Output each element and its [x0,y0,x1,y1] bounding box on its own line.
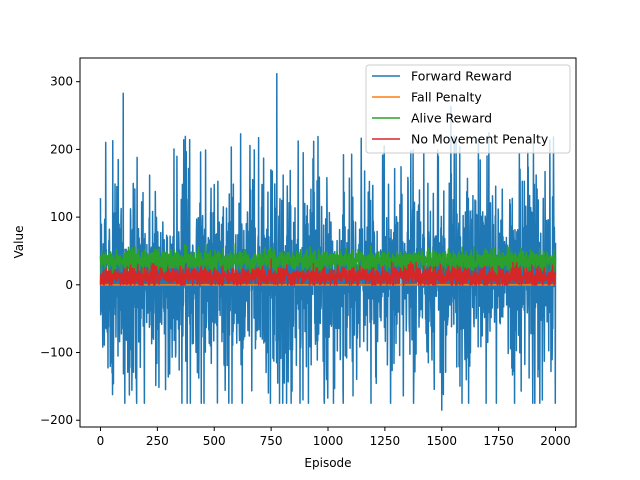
x-tick-label: 1750 [483,434,514,448]
x-tick-label: 750 [260,434,283,448]
x-tick-label: 0 [97,434,105,448]
x-axis-label: Episode [304,456,351,470]
x-tick-label: 1500 [426,434,457,448]
plot-frame [79,57,577,428]
series-line-alive-reward [99,242,557,276]
series-line-no-movement-penalty [99,258,557,286]
x-tick-label: 250 [146,434,169,448]
y-tick-label: −100 [40,346,73,360]
x-tick-label: 500 [203,434,226,448]
legend-box [365,64,571,154]
y-tick-label: 300 [50,75,73,89]
x-tick-label: 1000 [313,434,344,448]
x-tick-label: 2000 [540,434,571,448]
x-tick-label: 1250 [370,434,401,448]
legend-label: Fall Penalty [411,90,482,105]
legend: Forward Reward Fall Penalty Alive Reward No… [365,64,571,154]
y-tick-label: 100 [50,210,73,224]
plot-area [99,72,557,411]
x-axis: 0 250 500 750 1000 1250 1500 1750 2000 [97,427,571,448]
y-axis: −200 −100 0 100 200 300 [40,75,80,427]
y-tick-label: 0 [65,278,73,292]
legend-label: Forward Reward [411,69,512,84]
y-tick-label: −200 [40,413,73,427]
legend-label: Alive Reward [411,111,492,126]
y-axis-label: Value [12,226,26,259]
y-tick-label: 200 [50,142,73,156]
legend-label: No Movement Penalty [411,132,549,147]
